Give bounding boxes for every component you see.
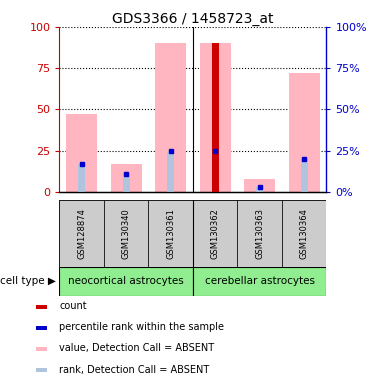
Bar: [123, 174, 129, 192]
Bar: [200, 43, 231, 192]
Bar: [111, 164, 142, 192]
Text: GSM130362: GSM130362: [211, 208, 220, 259]
Bar: [244, 179, 275, 192]
FancyBboxPatch shape: [104, 200, 148, 267]
Text: cerebellar astrocytes: cerebellar astrocytes: [205, 276, 315, 286]
Bar: [289, 73, 320, 192]
Text: GSM130364: GSM130364: [300, 208, 309, 259]
Text: count: count: [59, 301, 87, 311]
Text: neocortical astrocytes: neocortical astrocytes: [68, 276, 184, 286]
Bar: [256, 187, 263, 192]
Text: GSM130361: GSM130361: [166, 208, 175, 259]
Bar: [301, 159, 308, 192]
FancyBboxPatch shape: [282, 200, 326, 267]
Text: cell type ▶: cell type ▶: [0, 276, 56, 286]
FancyBboxPatch shape: [193, 200, 237, 267]
Bar: [36, 326, 47, 330]
Text: value, Detection Call = ABSENT: value, Detection Call = ABSENT: [59, 343, 214, 354]
Bar: [212, 43, 219, 192]
Bar: [36, 347, 47, 351]
Bar: [167, 151, 174, 192]
Bar: [155, 43, 186, 192]
Text: GSM130340: GSM130340: [122, 208, 131, 259]
FancyBboxPatch shape: [59, 200, 104, 267]
Bar: [212, 151, 219, 192]
FancyBboxPatch shape: [237, 200, 282, 267]
Bar: [66, 114, 97, 192]
FancyBboxPatch shape: [148, 200, 193, 267]
Bar: [36, 305, 47, 309]
Title: GDS3366 / 1458723_at: GDS3366 / 1458723_at: [112, 12, 274, 26]
Bar: [78, 164, 85, 192]
FancyBboxPatch shape: [193, 267, 326, 296]
Text: percentile rank within the sample: percentile rank within the sample: [59, 322, 224, 333]
Text: GSM128874: GSM128874: [77, 208, 86, 259]
Text: rank, Detection Call = ABSENT: rank, Detection Call = ABSENT: [59, 364, 209, 375]
Text: GSM130363: GSM130363: [255, 208, 264, 259]
FancyBboxPatch shape: [59, 267, 193, 296]
Bar: [36, 368, 47, 372]
